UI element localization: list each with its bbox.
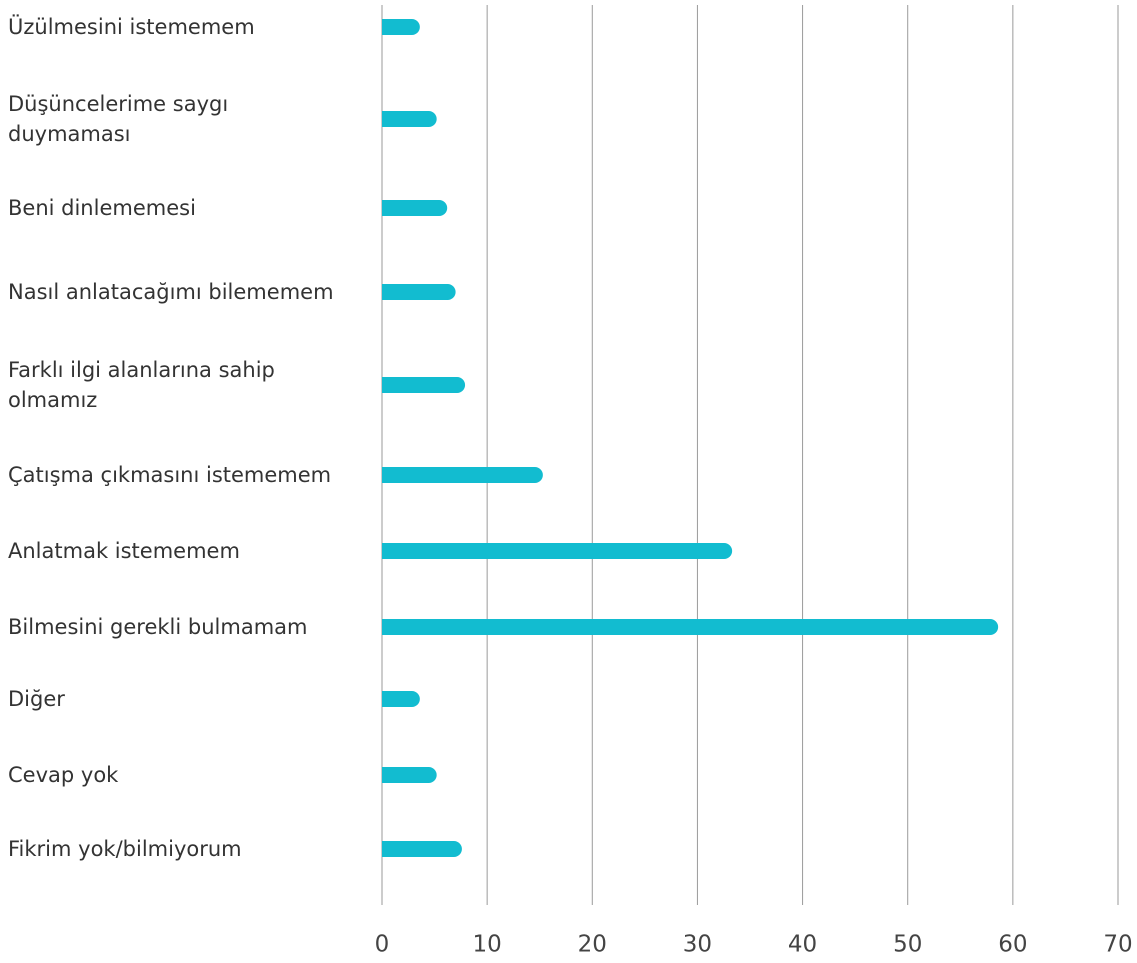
- x-tick-label: 20: [578, 932, 607, 958]
- bar: [382, 767, 437, 783]
- x-tick-label: 60: [998, 932, 1027, 958]
- bar: [382, 284, 456, 300]
- bar: [382, 19, 420, 35]
- category-label: Cevap yok: [8, 763, 119, 787]
- category-label: Anlatmak istememem: [8, 539, 240, 563]
- x-tick-label: 10: [473, 932, 502, 958]
- category-label: Nasıl anlatacağımı bilememem: [8, 280, 334, 304]
- x-tick-label: 50: [893, 932, 922, 958]
- category-label: Bilmesini gerekli bulmamam: [8, 615, 308, 639]
- category-label: Üzülmesini istememem: [8, 15, 255, 39]
- category-label: Fikrim yok/bilmiyorum: [8, 837, 242, 861]
- x-tick-label: 30: [683, 932, 712, 958]
- bar: [382, 111, 437, 127]
- category-label: Diğer: [8, 687, 65, 711]
- x-tick-label: 0: [375, 932, 390, 958]
- category-label: Farklı ilgi alanlarına sahip olmamız: [8, 358, 275, 412]
- category-label: Çatışma çıkmasını istememem: [8, 463, 332, 487]
- bar: [382, 691, 420, 707]
- bar: [382, 467, 543, 483]
- x-tick-label: 40: [788, 932, 817, 958]
- bar: [382, 200, 448, 216]
- bar: [382, 543, 733, 559]
- bar: [382, 619, 999, 635]
- x-tick-label: 70: [1103, 932, 1132, 958]
- category-label: Beni dinlememesi: [8, 196, 196, 220]
- bar: [382, 841, 462, 857]
- bar: [382, 377, 466, 393]
- category-label: Düşüncelerime saygı duymaması: [8, 92, 229, 146]
